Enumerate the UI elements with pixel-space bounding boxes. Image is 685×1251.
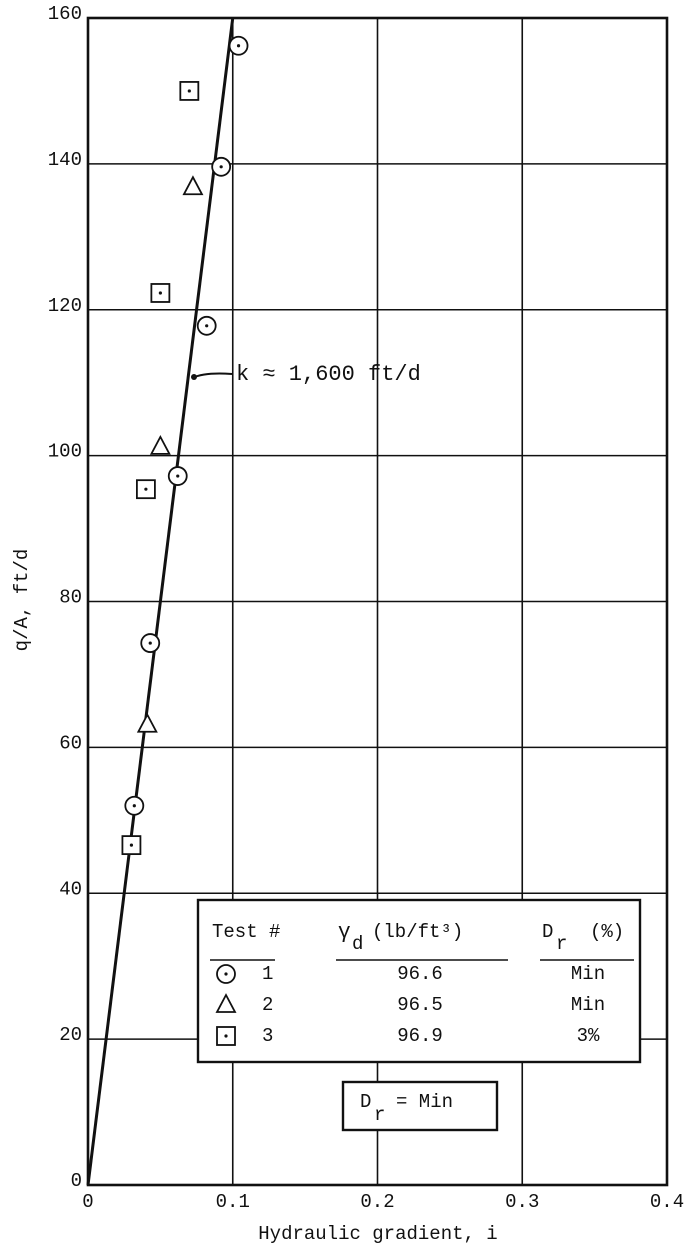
point-dot — [176, 474, 180, 478]
point-dot — [205, 324, 209, 328]
legend-header: Test # — [212, 921, 280, 943]
legend-cell: 96.6 — [397, 963, 443, 985]
x-tick-label: 0.2 — [360, 1191, 394, 1213]
point — [149, 434, 171, 455]
point-dot — [158, 291, 162, 295]
legend-cell: Min — [571, 963, 605, 985]
legend-header: (%) — [590, 921, 624, 943]
point-dot — [148, 641, 152, 645]
note: r — [374, 1104, 385, 1126]
x-tick-label: 0 — [82, 1191, 93, 1213]
note: D — [360, 1091, 371, 1113]
annotation: k ≈ 1,600 ft/d — [236, 362, 421, 387]
point-dot — [187, 89, 191, 93]
legend-cell: 96.5 — [397, 994, 443, 1016]
note: = Min — [396, 1091, 453, 1113]
y-tick-label: 80 — [59, 587, 82, 609]
y-tick-label: 40 — [59, 878, 82, 900]
point-dot — [132, 804, 136, 808]
point-dot — [224, 1034, 228, 1038]
legend-label: 1 — [262, 963, 273, 985]
point-dot — [144, 487, 148, 491]
y-tick-label: 160 — [48, 3, 82, 25]
legend-header: r — [556, 933, 567, 955]
x-tick-label: 0.3 — [505, 1191, 539, 1213]
x-tick-label: 0.4 — [650, 1191, 684, 1213]
y-tick-label: 100 — [48, 441, 82, 463]
x-axis-title: Hydraulic gradient, i — [258, 1223, 497, 1245]
y-tick-label: 60 — [59, 732, 82, 754]
annotation-dot — [191, 374, 197, 380]
fit-line — [86, 17, 235, 1186]
point — [136, 712, 158, 733]
legend-label: 3 — [262, 1025, 273, 1047]
annotation-leader — [191, 372, 233, 379]
plot-frame — [86, 16, 669, 1187]
legend-label: 2 — [262, 994, 273, 1016]
y-tick-label: 0 — [71, 1170, 82, 1192]
y-tick-label: 140 — [48, 149, 82, 171]
y-axis-title: q/A, ft/d — [11, 549, 33, 652]
legend-cell: Min — [571, 994, 605, 1016]
note-box — [341, 1080, 499, 1132]
point-dot — [219, 165, 223, 169]
y-tick-label: 20 — [59, 1024, 82, 1046]
legend-header: d — [352, 933, 363, 955]
y-tick-label: 120 — [48, 295, 82, 317]
legend-cell: 3% — [577, 1025, 600, 1047]
legend-header: (lb/ft³) — [372, 921, 463, 943]
legend-header: D — [542, 921, 553, 943]
legend-box — [196, 898, 642, 1064]
point-dot — [236, 44, 241, 48]
legend-header: γ — [338, 922, 351, 945]
point — [182, 175, 204, 196]
legend-cell: 96.9 — [397, 1025, 443, 1047]
point-dot — [129, 843, 134, 847]
point-dot — [224, 972, 228, 976]
point — [215, 993, 237, 1013]
x-tick-label: 0.1 — [216, 1191, 250, 1213]
